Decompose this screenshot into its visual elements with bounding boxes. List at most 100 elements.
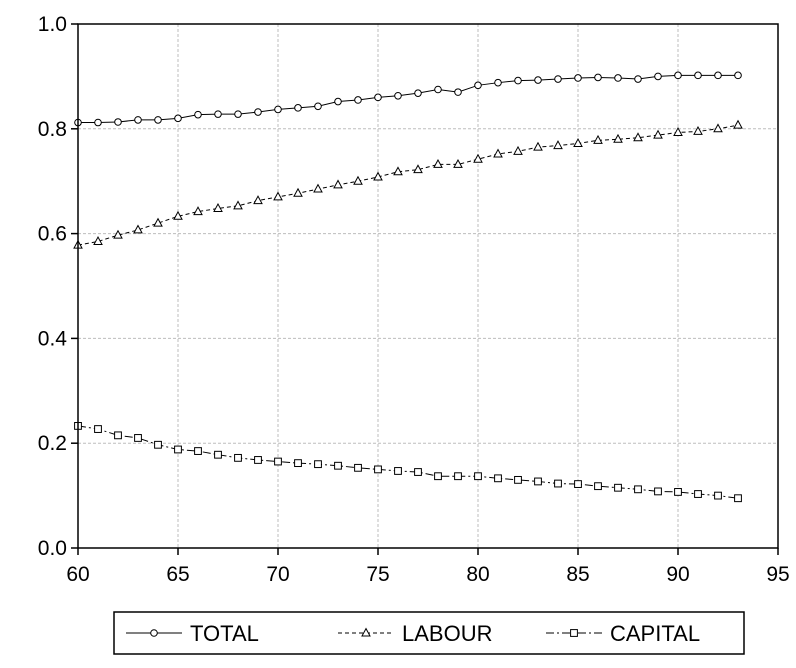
data-point-capital: [494, 474, 502, 483]
data-point-capital: [414, 468, 422, 476]
data-point-labour: [213, 202, 223, 212]
data-point-capital: [634, 485, 642, 494]
x-tick-label: 60: [66, 563, 89, 586]
legend-box: [113, 611, 745, 655]
data-point-total: [494, 78, 502, 87]
data-point-total: [594, 73, 602, 82]
data-point-capital: [514, 475, 522, 484]
data-point-capital: [714, 491, 722, 500]
legend-label-total: TOTAL: [190, 621, 259, 646]
x-tick-label: 90: [666, 563, 689, 586]
plot-frame: [77, 23, 779, 549]
data-point-capital: [234, 453, 242, 462]
series-capital: [74, 422, 742, 503]
legend-label-labour: LABOUR: [402, 621, 492, 646]
data-point-total: [254, 108, 262, 116]
legend-marker-labour: [361, 627, 371, 637]
x-tick-label: 75: [366, 563, 389, 586]
data-point-labour: [413, 164, 423, 174]
data-point-capital: [274, 457, 282, 466]
data-point-capital: [154, 440, 162, 449]
data-point-capital: [174, 445, 182, 454]
legend-marker-capital: [570, 629, 578, 637]
series-total-line: [78, 74, 738, 124]
legend-marker-total: [150, 629, 158, 637]
y-tick-label: 0.8: [38, 118, 67, 141]
data-point-capital: [94, 425, 102, 433]
series-layer: [73, 71, 743, 503]
data-point-capital: [394, 467, 402, 475]
series-labour-line: [77, 124, 739, 246]
legend-entry-total: TOTAL: [126, 621, 259, 646]
data-point-capital: [614, 483, 622, 492]
data-point-total: [294, 104, 302, 112]
series-capital-line: [77, 425, 739, 499]
data-point-total: [374, 93, 382, 102]
data-point-labour: [193, 206, 203, 216]
data-point-total: [234, 110, 242, 118]
data-point-labour: [513, 145, 523, 155]
data-point-capital: [354, 463, 362, 472]
data-point-total: [714, 71, 722, 80]
data-point-total: [554, 75, 562, 83]
data-point-labour: [133, 224, 143, 234]
data-point-capital: [554, 479, 562, 488]
data-point-capital: [194, 447, 202, 455]
data-point-labour: [113, 229, 123, 239]
data-point-capital: [674, 488, 682, 496]
data-point-capital: [214, 450, 222, 459]
data-point-labour: [613, 133, 623, 143]
grid: [78, 24, 778, 548]
data-point-labour: [453, 158, 463, 168]
data-point-labour: [693, 125, 703, 135]
data-point-total: [574, 74, 582, 82]
y-tick-label: 0.2: [38, 432, 67, 455]
data-point-capital: [254, 456, 262, 464]
data-point-labour: [533, 141, 543, 151]
data-point-capital: [314, 460, 322, 469]
y-tick-label: 1.0: [38, 13, 67, 36]
legend-label-capital: CAPITAL: [610, 621, 700, 646]
data-point-total: [114, 118, 122, 126]
data-point-total: [214, 110, 222, 118]
data-point-labour: [313, 183, 323, 193]
data-point-labour: [333, 179, 343, 189]
data-point-capital: [734, 494, 742, 503]
data-point-capital: [594, 482, 602, 491]
data-point-total: [514, 76, 522, 85]
data-point-total: [674, 71, 682, 80]
data-point-capital: [454, 472, 462, 481]
axes: 60 65 70 75 80 85 90 95 0.0 0.2 0.4 0.6 0.8 1.0: [38, 13, 790, 586]
x-tick-label: 65: [166, 563, 189, 586]
data-point-labour: [233, 200, 243, 210]
y-tick-label: 0.6: [38, 223, 67, 246]
data-point-labour: [653, 129, 663, 139]
data-point-labour: [153, 217, 163, 227]
data-point-total: [474, 81, 482, 90]
data-point-labour: [253, 195, 263, 205]
data-point-labour: [393, 166, 403, 176]
data-point-labour: [173, 210, 183, 220]
data-point-labour: [633, 132, 643, 142]
data-point-labour: [573, 138, 583, 147]
data-point-total: [94, 118, 102, 127]
data-point-total: [314, 102, 322, 111]
data-point-total: [334, 97, 342, 106]
series-total: [74, 71, 742, 127]
data-point-total: [534, 76, 542, 84]
data-point-capital: [334, 461, 342, 470]
data-point-total: [134, 116, 142, 124]
data-point-total: [174, 114, 182, 123]
data-point-labour: [593, 134, 603, 144]
legend-entry-capital: CAPITAL: [546, 621, 700, 646]
data-point-labour: [493, 148, 503, 158]
data-point-labour: [713, 123, 723, 133]
x-tick-label: 85: [566, 563, 589, 586]
data-point-total: [734, 71, 742, 80]
data-point-total: [394, 91, 402, 100]
data-point-total: [434, 85, 442, 94]
data-point-labour: [373, 171, 383, 181]
data-point-total: [354, 96, 362, 104]
